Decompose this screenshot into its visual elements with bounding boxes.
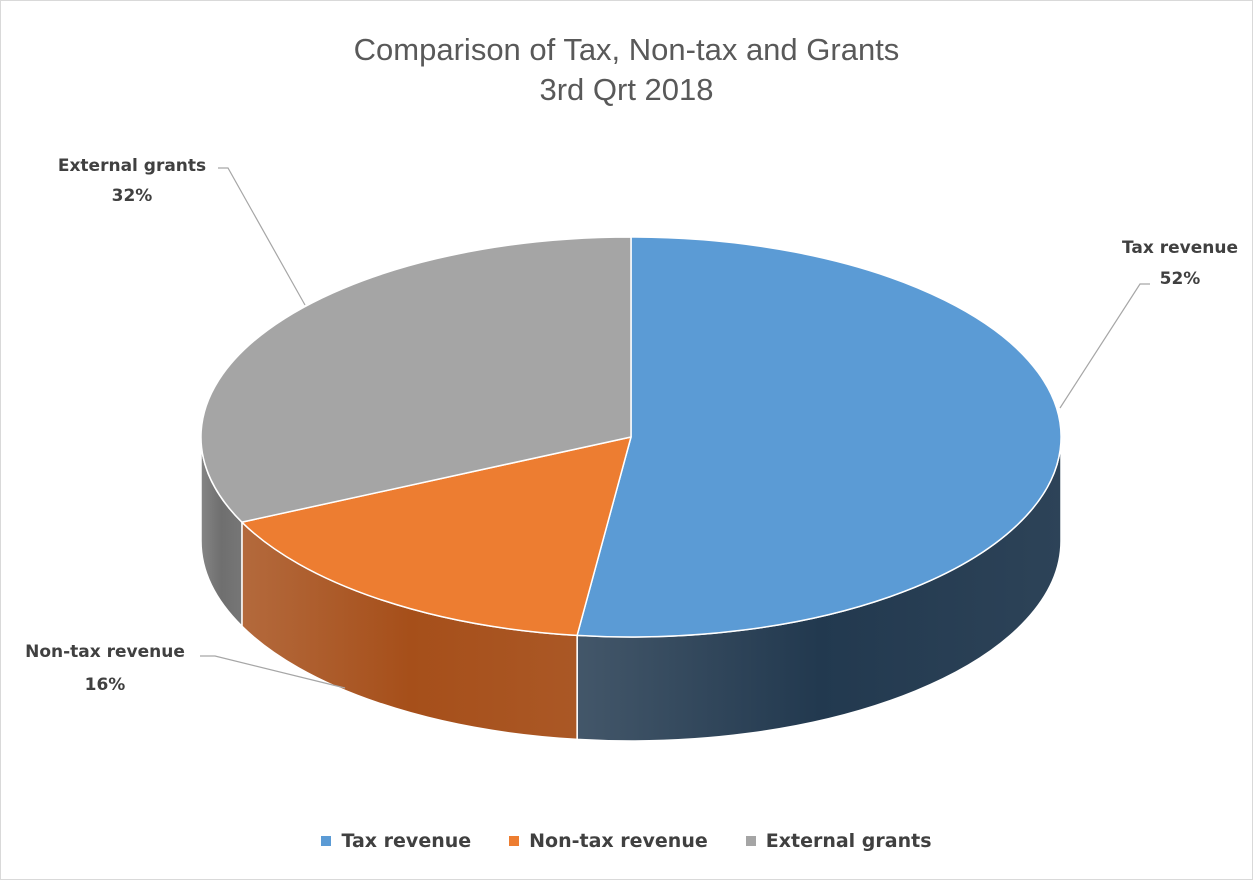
legend-label-external-grants: External grants: [765, 830, 932, 852]
chart-title-line-1: Comparison of Tax, Non-tax and Grants: [353, 32, 900, 67]
pie-slice-tax-revenue[interactable]: [576, 236, 1062, 638]
legend-swatch-tax-revenue: [321, 836, 332, 846]
data-label-percent-tax-revenue: 52%: [1160, 269, 1201, 289]
legend-label-non-tax-revenue: Non-tax revenue: [529, 830, 708, 852]
data-labels: Tax revenue 52% Non-tax revenue 16% External…: [25, 156, 1238, 695]
legend-swatch-non-tax-revenue: [509, 836, 520, 846]
leader-line-tax-revenue: [1059, 283, 1150, 409]
data-label-percent-external-grants: 32%: [112, 186, 153, 206]
data-label-name-tax-revenue: Tax revenue: [1122, 238, 1238, 258]
chart-title-line-2: 3rd Qrt 2018: [539, 72, 714, 107]
legend-item-external-grants[interactable]: External grants: [745, 830, 932, 852]
leader-lines: [200, 167, 1150, 689]
legend-item-tax-revenue[interactable]: Tax revenue: [321, 830, 471, 852]
data-label-percent-non-tax-revenue: 16%: [85, 675, 126, 695]
leader-line-non-tax-revenue: [200, 655, 346, 689]
data-label-name-external-grants: External grants: [58, 156, 206, 176]
data-label-name-non-tax-revenue: Non-tax revenue: [25, 642, 185, 662]
chart-title: Comparison of Tax, Non-tax and Grants 3r…: [0, 30, 1253, 110]
legend: Tax revenue Non-tax revenue External gra…: [0, 830, 1253, 852]
pie-slice-non-tax-revenue[interactable]: [241, 436, 632, 637]
legend-swatch-external-grants: [745, 836, 756, 846]
pie-slice-external-grants[interactable]: [200, 236, 632, 523]
leader-line-external-grants: [218, 167, 306, 306]
pie-top: [200, 236, 1062, 638]
legend-item-non-tax-revenue[interactable]: Non-tax revenue: [509, 830, 708, 852]
legend-label-tax-revenue: Tax revenue: [341, 830, 472, 852]
